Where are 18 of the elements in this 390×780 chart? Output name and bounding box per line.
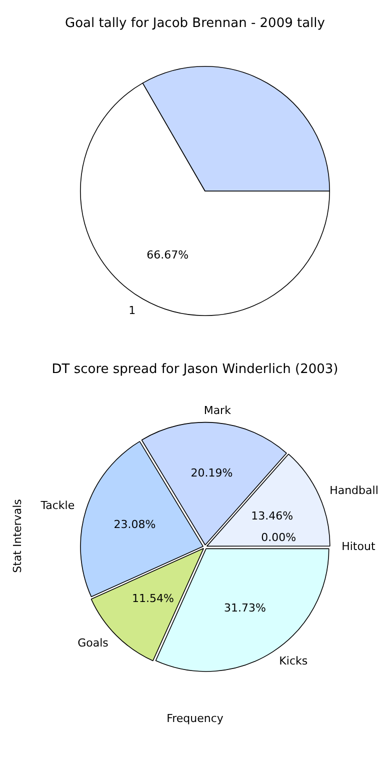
category-label: Hitout <box>342 540 376 553</box>
slice-label: Goals <box>78 636 109 650</box>
slice-label: Tackle <box>40 499 75 512</box>
slice-label: Handball <box>330 484 378 497</box>
data-label: 66.67% <box>146 248 189 262</box>
data-label: 20.19% <box>190 466 233 480</box>
data-label: 23.08% <box>114 518 156 531</box>
data-label: 13.46% <box>251 510 294 523</box>
text: Frequency <box>166 712 224 725</box>
chart-title: DT score spread for Jason Winderlich (2003) <box>50 361 340 379</box>
slice-label: Kicks <box>279 654 308 668</box>
slice-label: 1 <box>128 304 136 317</box>
text: Stat Intervals <box>10 498 24 572</box>
chart-title: Goal tally for Jacob Brennan - 2009 tally <box>64 15 326 33</box>
data-label: 11.54% <box>132 592 174 605</box>
text: 0.00% <box>261 530 296 544</box>
slice-label: Mark <box>204 404 232 417</box>
data-label: 31.73% <box>224 602 266 615</box>
